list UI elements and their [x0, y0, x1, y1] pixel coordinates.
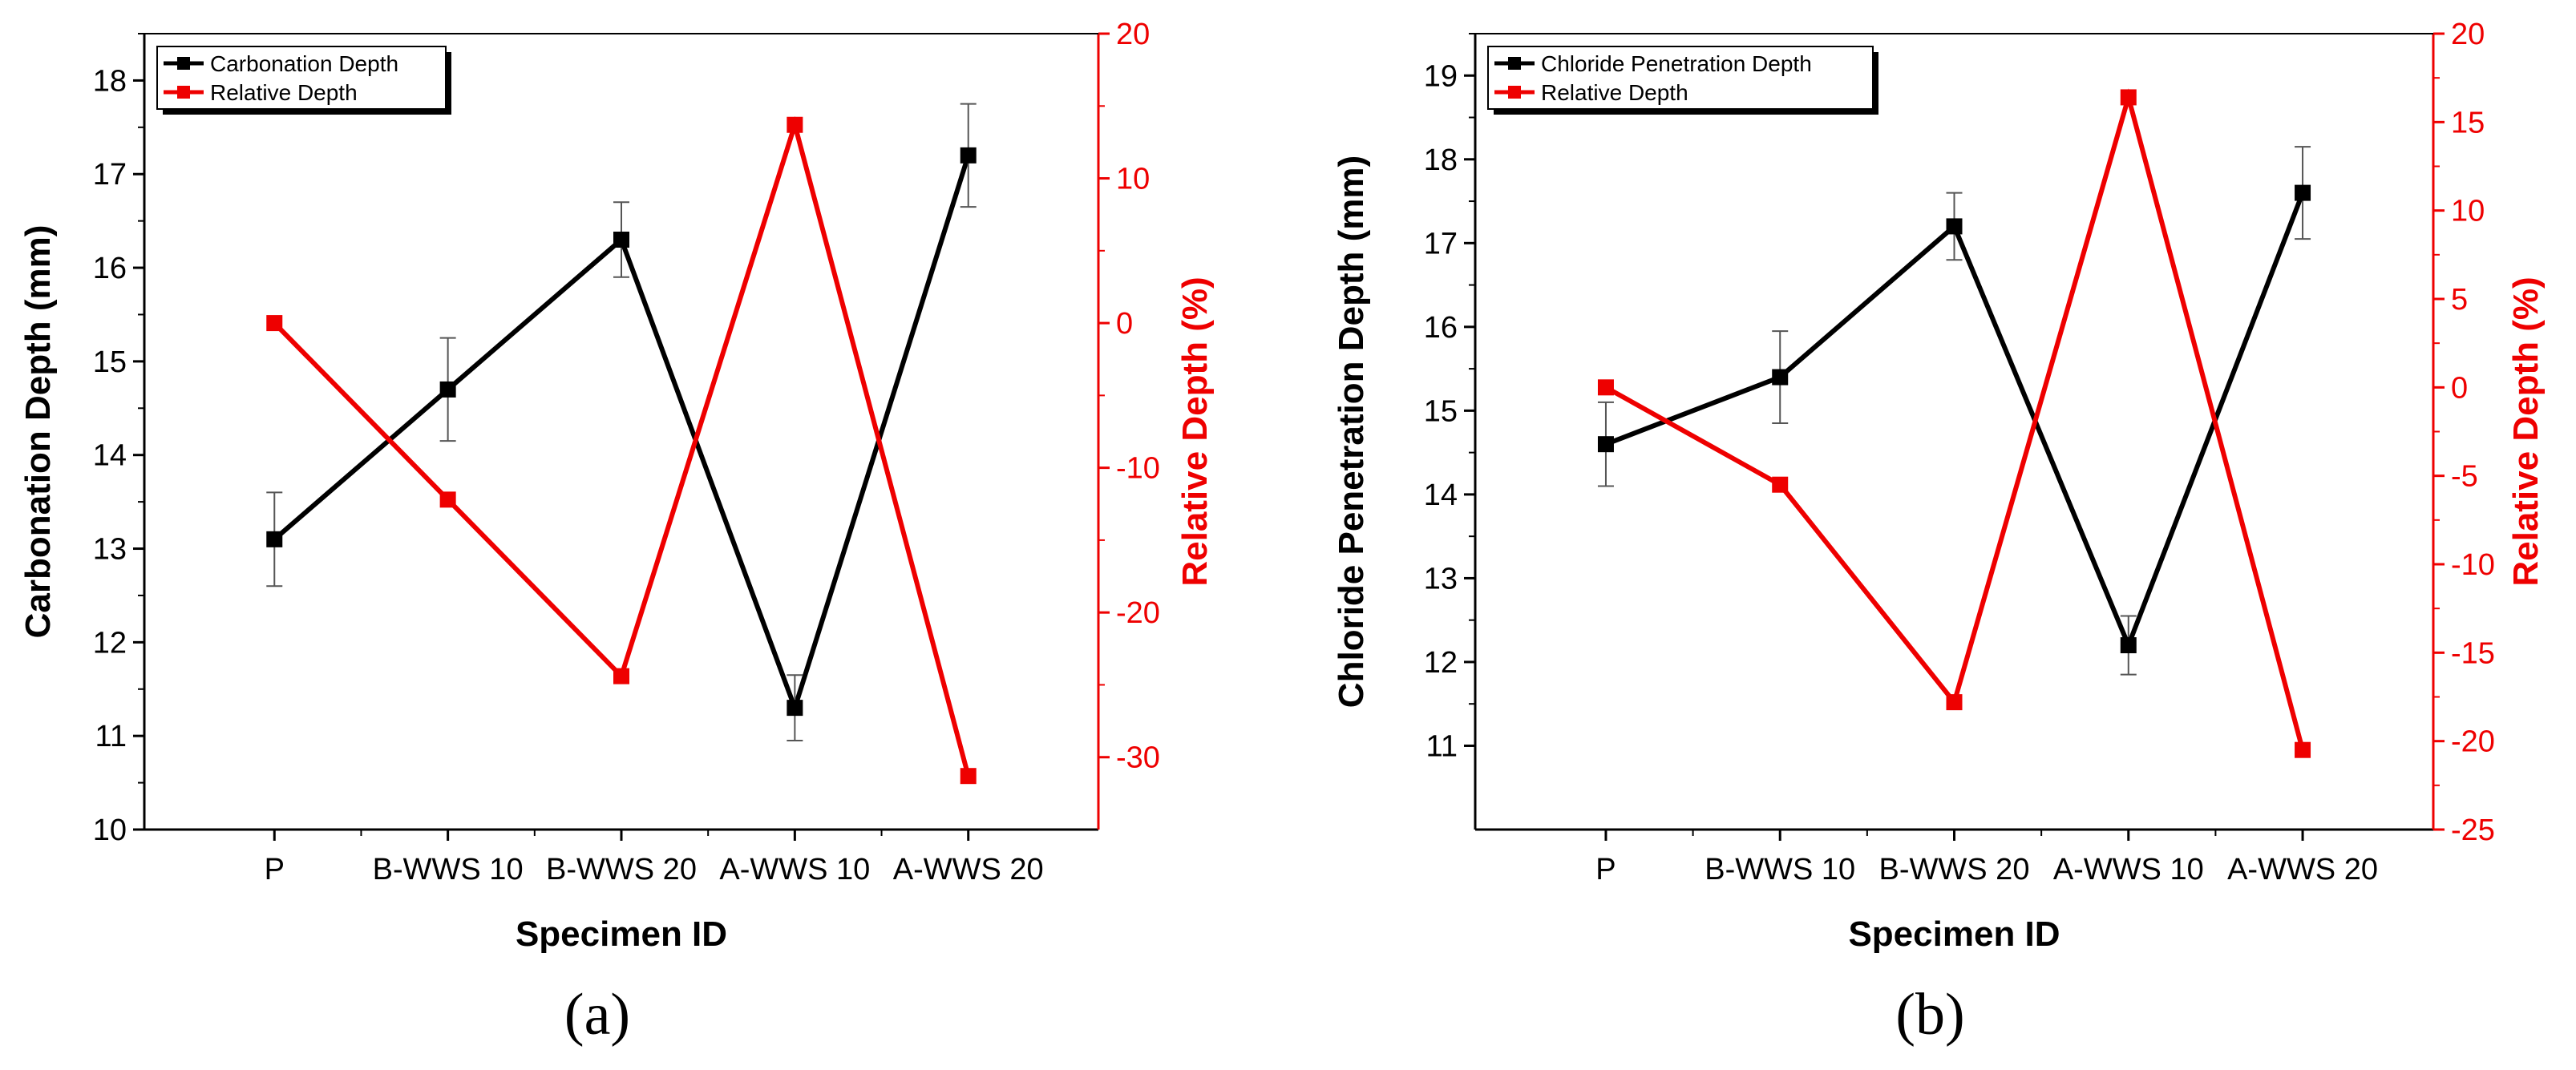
x-tick-label: A-WWS 20: [2227, 853, 2378, 886]
x-tick-label: B-WWS 20: [546, 853, 697, 886]
right-tick-label: 5: [2451, 283, 2468, 317]
left-tick-label: 15: [1424, 394, 1458, 428]
right-tick-label: 0: [1116, 307, 1133, 341]
x-tick-label: A-WWS 20: [893, 853, 1044, 886]
left-tick-label: 19: [1424, 59, 1458, 93]
left-tick-label: 10: [93, 814, 127, 847]
relative-data-point: [613, 668, 629, 684]
primary-series-line: [1604, 192, 2305, 652]
primary-data-point: [2295, 184, 2311, 201]
relative-data-point: [2120, 89, 2137, 106]
left-tick-label: 17: [1424, 227, 1458, 260]
relative-data-point: [1772, 476, 1789, 493]
primary-data-point: [960, 147, 977, 164]
right-axis-title: Relative Depth (%): [1175, 277, 1215, 586]
left-tick-label: 11: [1426, 729, 1458, 763]
legend-swatch-marker: [1508, 86, 1521, 99]
right-tick-label: -10: [2451, 548, 2495, 582]
legend-swatch-marker: [177, 86, 190, 99]
right-tick-label: -15: [2451, 636, 2495, 670]
x-tick-label: A-WWS 10: [719, 853, 870, 886]
primary-data-point: [1772, 369, 1789, 386]
right-tick-label: 20: [1116, 18, 1150, 51]
relative-data-point: [1597, 379, 1614, 396]
left-tick-label: 17: [93, 158, 127, 192]
left-tick-label: 14: [93, 439, 127, 473]
x-axis-title: Specimen ID: [516, 915, 727, 954]
left-tick-label: 11: [95, 720, 127, 753]
x-tick-label: A-WWS 10: [2053, 853, 2204, 886]
right-tick-label: -20: [2451, 725, 2495, 759]
right-tick-label: 0: [2451, 371, 2468, 405]
left-tick-label: 14: [1424, 478, 1458, 512]
left-tick-label: 13: [93, 533, 127, 567]
legend-box: [156, 46, 447, 110]
relative-data-point: [787, 116, 803, 133]
legend-label: Chloride Penetration Depth: [1541, 51, 1812, 76]
primary-data-point: [1597, 436, 1614, 453]
left-tick-label: 18: [1424, 143, 1458, 177]
primary-data-point: [613, 232, 629, 248]
x-tick-label: B-WWS 10: [373, 853, 524, 886]
right-tick-label: 15: [2451, 106, 2485, 139]
legend-label: Relative Depth: [1541, 80, 1688, 105]
right-tick-label: -30: [1116, 741, 1160, 775]
primary-data-point: [787, 700, 803, 717]
legend-label: Carbonation Depth: [210, 51, 398, 76]
left-tick-label: 13: [1424, 562, 1458, 596]
x-tick-label: B-WWS 10: [1705, 853, 1855, 886]
legend-swatch-marker: [177, 57, 190, 70]
left-tick-label: 16: [93, 252, 127, 285]
relative-data-point: [1946, 694, 1963, 711]
right-tick-label: -20: [1116, 596, 1160, 630]
relative-data-point: [2295, 741, 2311, 758]
left-axis-title: Chloride Penetration Depth (mm): [1332, 155, 1371, 708]
relative-data-point: [960, 768, 977, 785]
x-tick-label: B-WWS 20: [1879, 853, 2030, 886]
primary-data-point: [2120, 637, 2137, 654]
right-tick-label: -10: [1116, 452, 1160, 486]
primary-data-point: [1946, 218, 1963, 235]
right-tick-label: -5: [2451, 460, 2478, 494]
panel-label: (a): [564, 982, 630, 1048]
legend-box: [1487, 46, 1874, 110]
x-tick-label: P: [1595, 853, 1616, 886]
right-tick-label: 10: [1116, 163, 1150, 196]
x-tick-label: P: [265, 853, 285, 886]
panel-label: (b): [1895, 982, 1964, 1048]
primary-data-point: [439, 381, 456, 398]
left-tick-label: 16: [1424, 311, 1458, 345]
legend-label: Relative Depth: [210, 80, 358, 105]
left-axis-title: Carbonation Depth (mm): [18, 225, 58, 639]
panel-a: 10 11 12 13 14 15 16 17 18 -30 -20 -10 0 10 20 P B-WWS 1…: [18, 18, 1215, 1048]
panel-b: 11 12 13 14 15 16 17 18 19 -25 -20 -15 -10 -5 0 5 10 15 20…: [1332, 18, 2546, 1048]
right-axis-title: Relative Depth (%): [2506, 277, 2546, 586]
relative-data-point: [439, 491, 456, 508]
left-tick-label: 18: [93, 64, 127, 98]
right-tick-label: -25: [2451, 814, 2495, 847]
left-tick-label: 12: [1424, 646, 1458, 680]
relative-data-point: [266, 315, 283, 332]
left-tick-label: 12: [93, 626, 127, 660]
x-axis-title: Specimen ID: [1848, 915, 2060, 954]
primary-data-point: [266, 531, 283, 547]
right-tick-label: 20: [2451, 18, 2485, 51]
left-tick-label: 15: [93, 345, 127, 379]
legend-swatch-marker: [1508, 57, 1521, 70]
right-tick-label: 10: [2451, 195, 2485, 228]
